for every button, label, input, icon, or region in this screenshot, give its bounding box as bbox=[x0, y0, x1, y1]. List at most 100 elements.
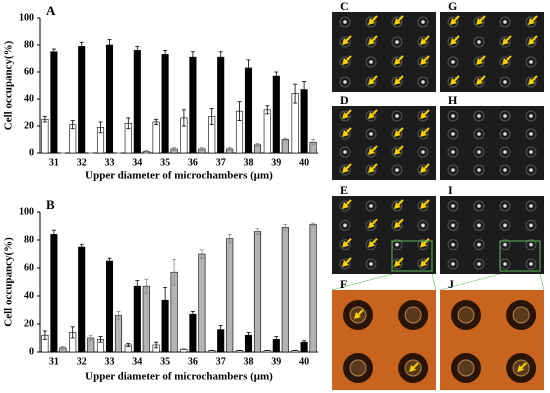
x-tick-label: 32 bbox=[77, 157, 87, 168]
error-bar bbox=[274, 71, 279, 81]
well bbox=[525, 164, 537, 176]
cell bbox=[529, 242, 533, 247]
well bbox=[525, 76, 537, 88]
photo-panel bbox=[439, 196, 545, 291]
well bbox=[525, 239, 537, 251]
arrow-head bbox=[394, 221, 401, 229]
arrow-head bbox=[409, 365, 417, 372]
error-bar bbox=[116, 310, 121, 321]
panel-letter: E bbox=[340, 183, 348, 197]
cell bbox=[421, 80, 425, 84]
well bbox=[447, 164, 459, 176]
well bbox=[473, 164, 485, 176]
error-bar bbox=[154, 341, 159, 349]
cell bbox=[451, 132, 455, 136]
y-tick-label: 100 bbox=[19, 206, 34, 217]
well bbox=[417, 239, 429, 251]
arrow-head bbox=[420, 38, 427, 45]
well-inner bbox=[512, 306, 530, 324]
arrow-head bbox=[354, 312, 361, 319]
error-bar bbox=[283, 137, 288, 142]
x-tick-label: 38 bbox=[244, 157, 254, 168]
bar bbox=[152, 121, 160, 154]
x-tick-label: 31 bbox=[49, 157, 59, 168]
bar bbox=[244, 67, 253, 154]
error-bar bbox=[60, 345, 65, 350]
cell bbox=[477, 132, 481, 136]
well bbox=[417, 36, 429, 48]
well bbox=[391, 128, 403, 140]
well bbox=[447, 219, 459, 231]
well bbox=[417, 146, 429, 158]
x-tick-label: 36 bbox=[188, 157, 198, 168]
arrow-head bbox=[528, 78, 535, 85]
well bbox=[499, 200, 511, 212]
arrow-head bbox=[342, 202, 349, 209]
x-tick-label: 37 bbox=[216, 157, 226, 168]
cell bbox=[451, 242, 455, 247]
cell bbox=[421, 20, 425, 24]
y-tick-label: 60 bbox=[24, 66, 34, 77]
y-tick-label: 80 bbox=[24, 234, 34, 245]
error-bar bbox=[144, 278, 149, 294]
well bbox=[447, 110, 459, 122]
cell bbox=[503, 223, 507, 228]
photo-panel bbox=[332, 12, 436, 92]
arrow-head bbox=[368, 112, 375, 119]
well-inner bbox=[404, 306, 422, 324]
well bbox=[499, 36, 511, 48]
well bbox=[365, 16, 377, 28]
well bbox=[447, 16, 459, 28]
cell bbox=[529, 150, 533, 154]
well bbox=[499, 128, 511, 140]
error-bar bbox=[302, 340, 307, 345]
well bbox=[391, 16, 403, 28]
cell bbox=[395, 168, 399, 172]
arrow-head bbox=[420, 58, 427, 65]
well bbox=[525, 110, 537, 122]
cell bbox=[421, 223, 425, 228]
error-bar bbox=[293, 83, 298, 104]
arrow-head bbox=[450, 18, 457, 25]
error-bar bbox=[163, 50, 168, 59]
error-bar bbox=[42, 330, 47, 340]
bar bbox=[133, 285, 141, 353]
zoom-line bbox=[431, 273, 437, 291]
photo bbox=[332, 12, 436, 92]
well bbox=[525, 200, 537, 212]
arrow-head bbox=[342, 166, 349, 173]
well bbox=[525, 36, 537, 48]
well bbox=[473, 110, 485, 122]
well bbox=[499, 164, 511, 176]
well bbox=[339, 239, 351, 251]
well bbox=[365, 76, 377, 88]
error-bar bbox=[144, 149, 149, 154]
well bbox=[447, 200, 459, 212]
cell bbox=[529, 262, 533, 266]
error-bar bbox=[98, 336, 103, 343]
well bbox=[473, 128, 485, 140]
arrow-head bbox=[342, 240, 349, 248]
bar bbox=[41, 118, 49, 154]
x-tick-label: 35 bbox=[160, 356, 170, 367]
cell bbox=[529, 223, 533, 228]
error-bar bbox=[79, 243, 84, 251]
well bbox=[339, 56, 351, 68]
y-tick-label: 20 bbox=[24, 120, 34, 131]
arrow-head bbox=[394, 260, 401, 267]
well bbox=[417, 56, 429, 68]
arrow-head bbox=[368, 166, 375, 173]
well bbox=[339, 110, 351, 122]
y-tick-label: 100 bbox=[19, 12, 34, 23]
panel-letter: F bbox=[340, 277, 347, 291]
bar bbox=[50, 51, 58, 154]
bar bbox=[226, 238, 234, 353]
cell bbox=[503, 204, 507, 208]
bar bbox=[217, 56, 225, 154]
well bbox=[365, 219, 377, 231]
well bbox=[473, 76, 485, 88]
cell bbox=[503, 150, 507, 154]
error-bar bbox=[126, 343, 131, 347]
error-bar bbox=[98, 121, 103, 134]
well bbox=[365, 164, 377, 176]
